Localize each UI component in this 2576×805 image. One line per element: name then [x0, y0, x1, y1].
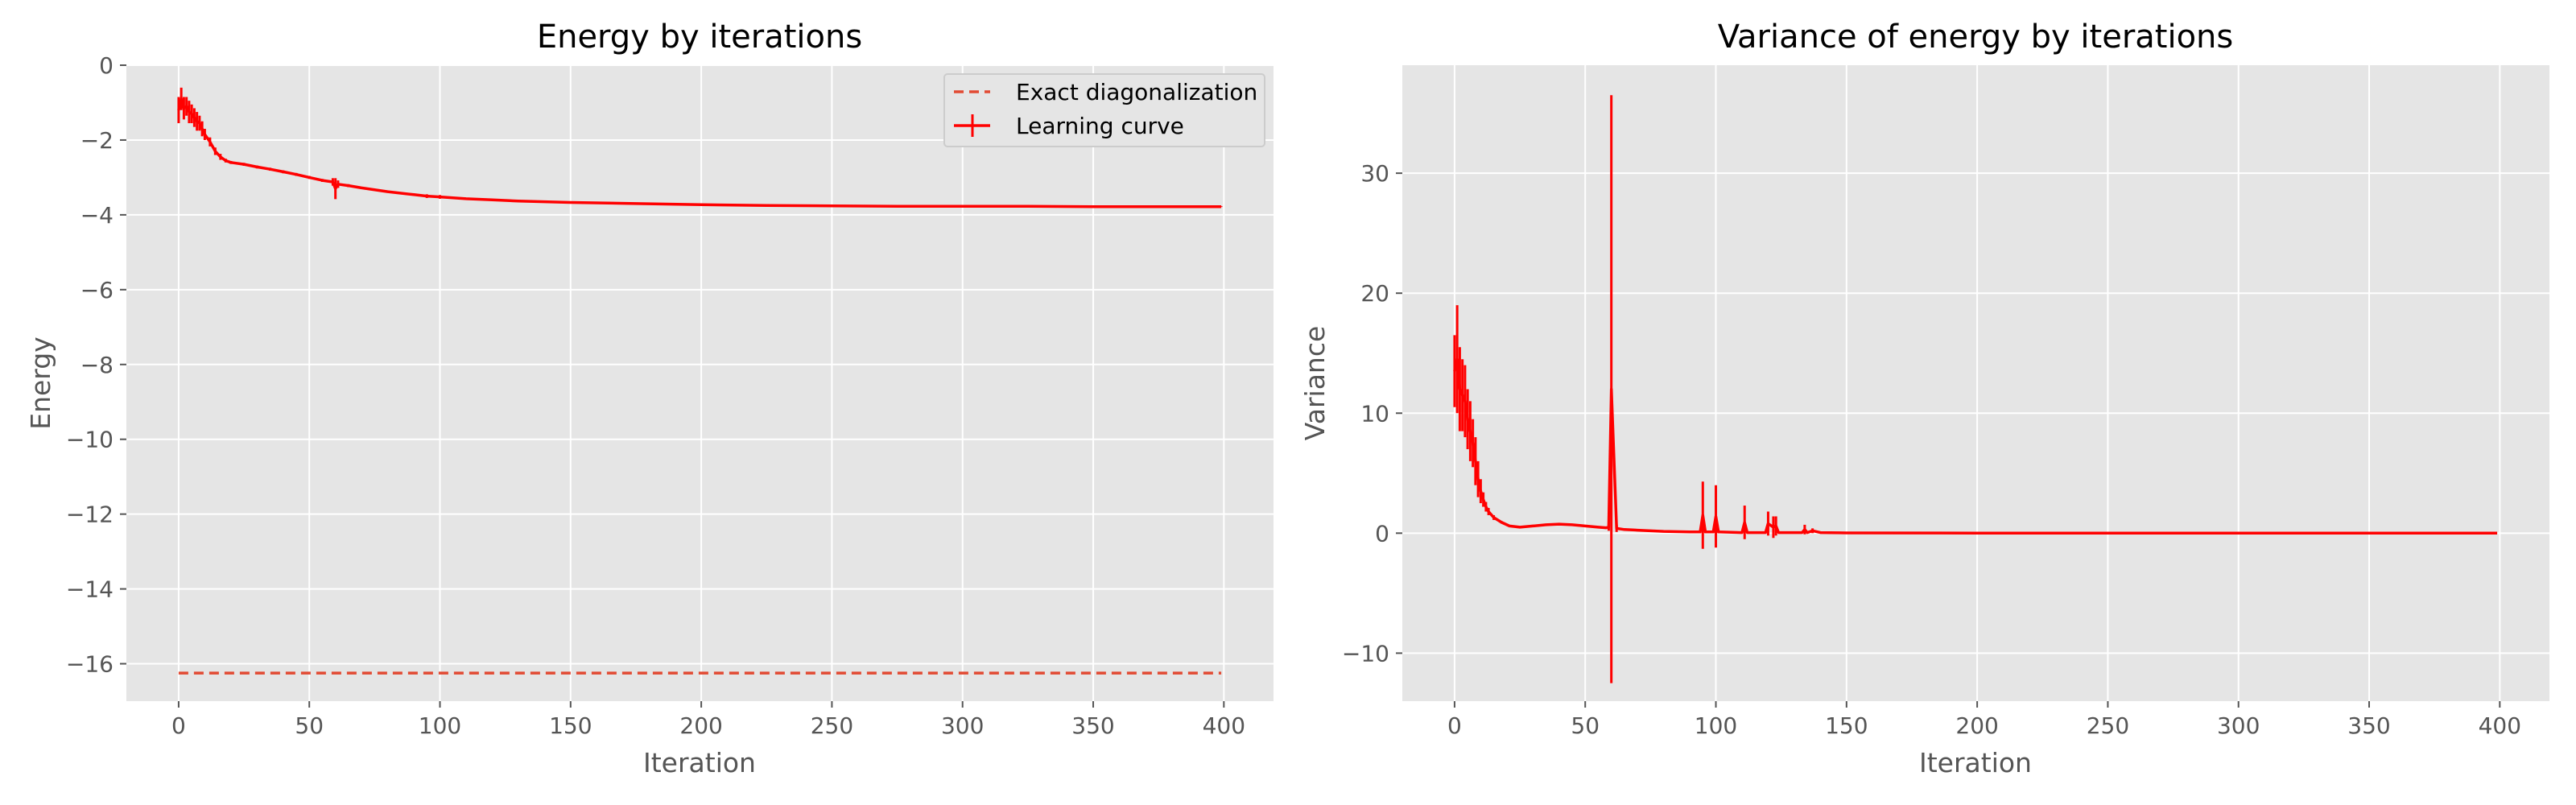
chart-variance-plot-area: [1402, 65, 2549, 701]
tick-label-x: 150: [549, 712, 592, 739]
tick-label-x: 400: [2479, 712, 2521, 739]
chart-energy-legend: Exact diagonalization Learning curve: [943, 73, 1265, 147]
tick-label-x: 150: [1825, 712, 1868, 739]
tick-label-y: 0: [1375, 520, 1389, 547]
tick-label-y: −14: [66, 576, 114, 603]
chart-variance: 0 50 100 150 200 250 300 350 400 −10 0 10 20 30 Varia…: [1299, 19, 2549, 778]
tick-label-y: −2: [80, 127, 114, 154]
tick-label-x: 300: [2217, 712, 2260, 739]
legend-label-exact-diagonalization: Exact diagonalization: [1016, 79, 1257, 105]
tick-label-y: −10: [1342, 640, 1389, 667]
chart-energy-ticks: 0 50 100 150 200 250 300 350 400 0 −2 −4 −6 −8 −10 −12 −…: [66, 52, 1245, 739]
tick-label-x: 250: [2087, 712, 2129, 739]
tick-label-x: 50: [295, 712, 324, 739]
tick-label-y: 0: [99, 52, 114, 79]
tick-label-y: −6: [80, 277, 114, 303]
tick-label-x: 250: [811, 712, 853, 739]
tick-label-y: −10: [66, 427, 114, 453]
tick-label-y: −12: [66, 502, 114, 528]
tick-label-y: 10: [1360, 400, 1389, 427]
tick-label-y: −8: [80, 352, 114, 378]
tick-label-x: 200: [679, 712, 722, 739]
chart-variance-ylabel: Variance: [1299, 326, 1331, 441]
tick-label-y: 20: [1360, 280, 1389, 307]
chart-energy-xlabel: Iteration: [643, 747, 756, 778]
chart-variance-xlabel: Iteration: [1919, 747, 2032, 778]
tick-label-x: 100: [419, 712, 461, 739]
tick-label-x: 350: [2347, 712, 2390, 739]
chart-variance-title: Variance of energy by iterations: [1718, 19, 2233, 56]
chart-energy-title: Energy by iterations: [537, 19, 862, 56]
tick-label-x: 400: [1203, 712, 1245, 739]
tick-label-x: 0: [1447, 712, 1462, 739]
tick-label-x: 200: [1955, 712, 1998, 739]
tick-label-x: 300: [941, 712, 984, 739]
tick-label-x: 350: [1071, 712, 1114, 739]
chart-energy-plot-area: [126, 65, 1274, 701]
chart-energy: 0 50 100 150 200 250 300 350 400 0 −2 −4 −6 −8 −10 −12 −…: [25, 19, 1274, 778]
chart-variance-series: [1453, 95, 2498, 683]
tick-label-x: 50: [1571, 712, 1600, 739]
tick-label-y: −16: [66, 651, 114, 678]
tick-label-y: −4: [80, 202, 114, 229]
chart-energy-ylabel: Energy: [25, 336, 56, 430]
tick-label-x: 100: [1695, 712, 1737, 739]
tick-label-y: 30: [1360, 160, 1389, 187]
legend-box: [943, 73, 1265, 147]
legend-label-learning-curve: Learning curve: [1016, 113, 1184, 139]
chart-energy-series: [177, 87, 1223, 675]
chart-variance-grid: [1402, 65, 2549, 701]
chart-variance-ticks: 0 50 100 150 200 250 300 350 400 −10 0 10 20 30: [1342, 160, 2521, 739]
tick-label-x: 0: [171, 712, 186, 739]
